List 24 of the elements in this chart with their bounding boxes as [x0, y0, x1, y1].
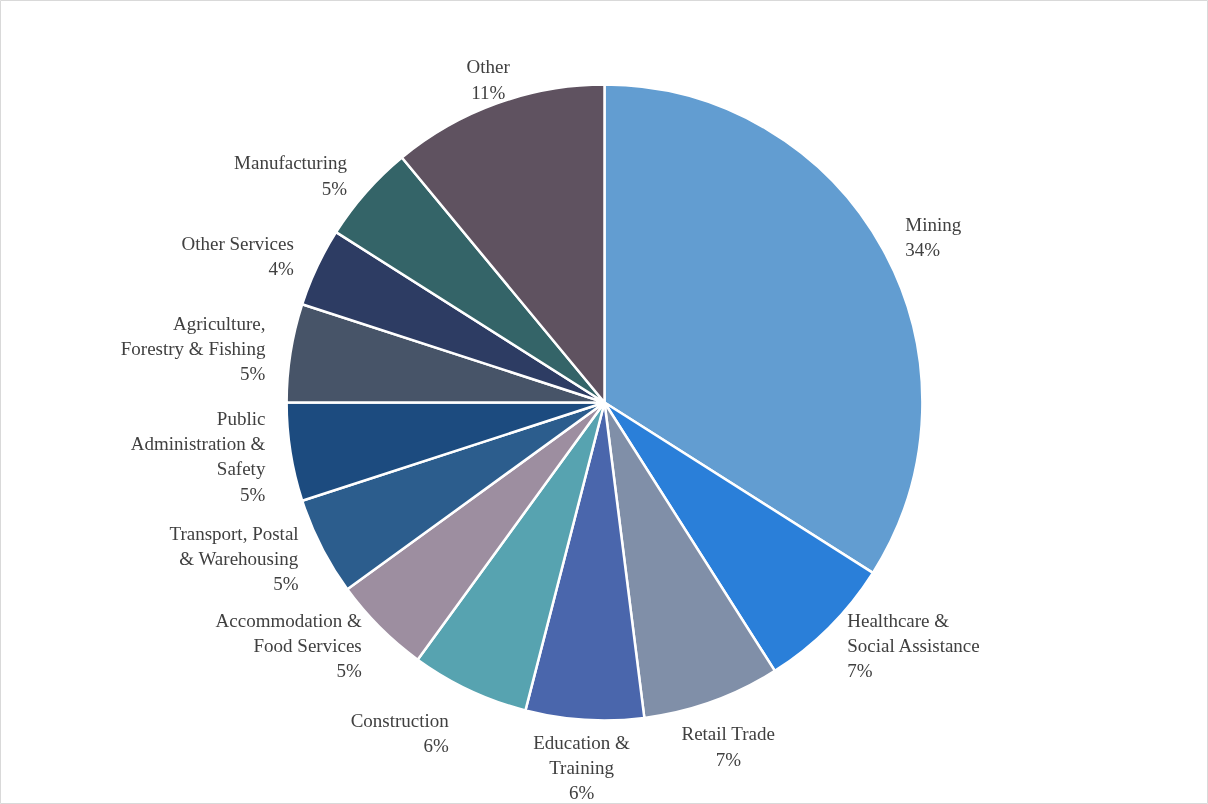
data-label: 5% — [240, 363, 266, 385]
data-label: 5% — [321, 177, 348, 199]
data-label: 4% — [268, 258, 295, 280]
data-label: 6% — [568, 782, 595, 804]
slice-label: Other — [466, 56, 511, 78]
slice-label: Retail Trade — [681, 723, 775, 745]
data-label: 11% — [471, 81, 506, 103]
data-label: 6% — [423, 735, 450, 757]
data-label: 34% — [905, 239, 941, 261]
slice-label: Accommodation & Food Services — [215, 609, 362, 656]
slice-label: Agriculture, Forestry & Fishing — [120, 313, 266, 360]
slice-label: Manufacturing — [234, 152, 348, 174]
data-label: 7% — [847, 659, 873, 681]
data-label: 5% — [240, 483, 266, 505]
slice-label: Transport, Postal & Warehousing — [169, 522, 299, 569]
slice-label: Mining — [905, 214, 962, 235]
data-label: 5% — [273, 573, 299, 595]
data-label: 7% — [715, 748, 742, 770]
slice-label: Education & Training — [533, 731, 631, 778]
slice-label: Healthcare & Social Assistance — [847, 609, 980, 656]
slice-label: Construction — [350, 710, 450, 732]
data-label: 5% — [336, 659, 362, 681]
slice-label: Public Administration & Safety — [130, 407, 266, 480]
slice-label: Other Services — [181, 233, 294, 255]
